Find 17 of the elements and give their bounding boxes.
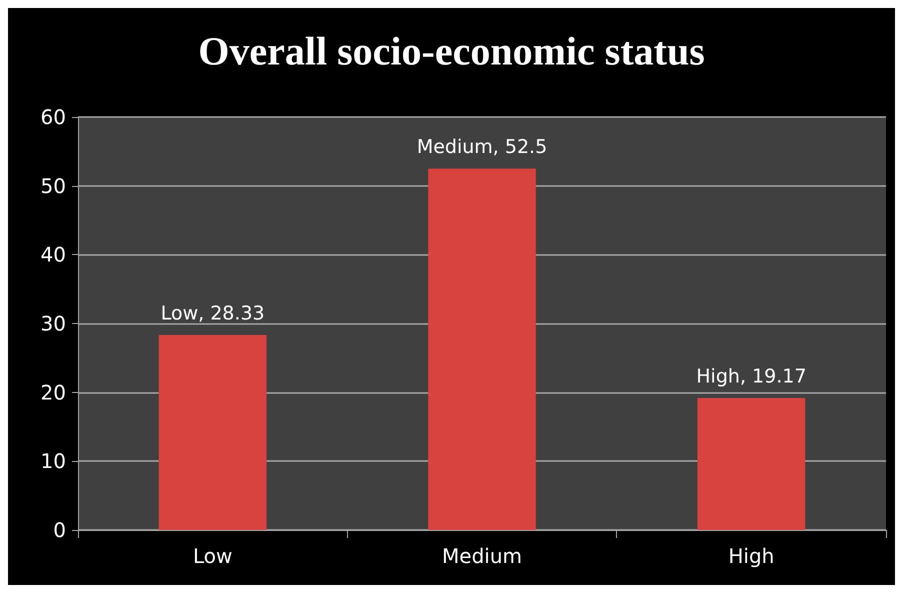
y-tick-label: 60 <box>40 105 66 129</box>
data-label: Medium, 52.5 <box>416 136 548 158</box>
x-tick-label: Medium <box>442 544 522 568</box>
bar <box>158 334 267 530</box>
x-tick-label: Low <box>192 544 232 568</box>
bar <box>697 398 806 530</box>
y-tick-label: 10 <box>40 449 66 474</box>
y-tick-label: 30 <box>40 312 66 336</box>
y-tick-label: 20 <box>40 380 66 404</box>
data-label: High, 19.17 <box>696 366 806 388</box>
data-label: Low, 28.33 <box>160 302 265 324</box>
x-tick-label: High <box>728 544 774 568</box>
y-tick-label: 0 <box>53 518 66 542</box>
y-tick-label: 40 <box>40 242 66 267</box>
y-tick-label: 50 <box>40 174 66 198</box>
chart-title: Overall socio-economic status <box>198 28 705 74</box>
bar <box>428 168 536 530</box>
